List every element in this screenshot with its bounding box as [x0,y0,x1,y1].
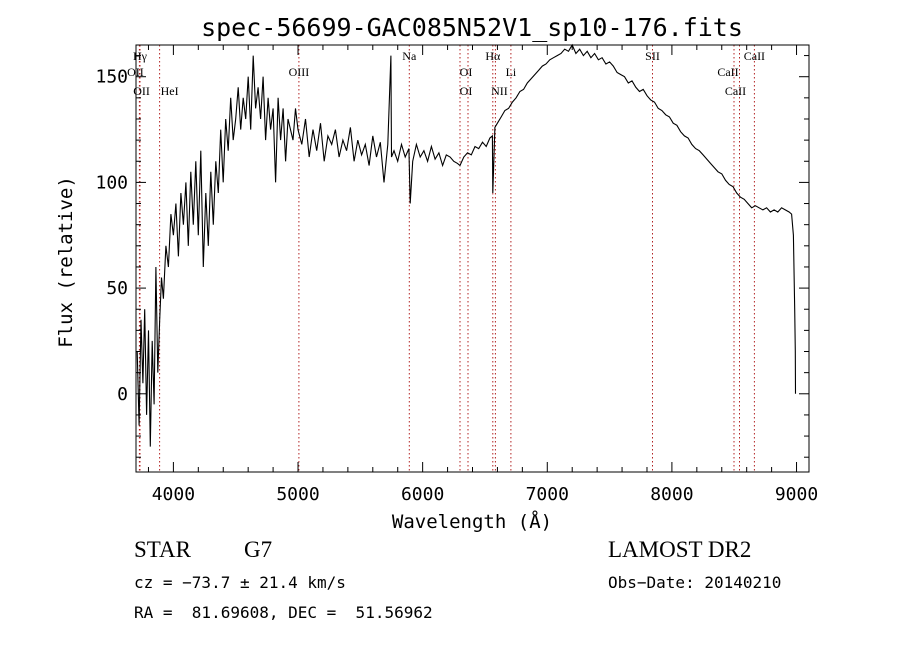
x-tick-label: 6000 [401,484,444,505]
x-axis-label: Wavelength (Å) [392,510,552,533]
line-label-oiii: OIII [289,65,310,79]
y-tick-label: 150 [95,67,128,88]
spectral-subclass: G7 [244,537,273,562]
line-label-oii: OII [127,65,144,79]
x-tick-label: 9000 [775,484,818,505]
line-label-oii: OII [133,84,150,98]
line-label-na: Na [402,49,417,63]
line-label-caii: CaII [725,84,746,98]
sky-coordinates: RA = 81.69608, DEC = 51.56962 [134,603,433,622]
spectrum-line [136,43,797,447]
y-axis-label: Flux (relative) [55,176,77,348]
line-label-li: Li [506,65,517,79]
x-tick-label: 8000 [650,484,693,505]
y-tick-label: 0 [117,384,128,405]
y-tick-label: 100 [95,172,128,193]
spectral-line-markers [138,45,755,472]
line-label-caii: CaII [744,49,765,63]
x-tick-label: 7000 [526,484,569,505]
y-tick-label: 50 [106,278,128,299]
x-tick-label: 4000 [152,484,195,505]
line-label-hei: HeI [161,84,179,98]
line-label-oi: OI [460,84,473,98]
object-class: STAR [134,537,191,562]
redshift-cz: cz = −73.7 ± 21.4 km/s [134,573,346,592]
line-label-nii: NII [491,84,508,98]
line-label-sii: SII [645,49,660,63]
chart-title: spec-56699-GAC085N52V1_sp10-176.fits [201,13,743,42]
observation-date: Obs−Date: 20140210 [608,573,782,592]
x-tick-label: 5000 [276,484,319,505]
y-axis: 0 50 100 150 [95,55,809,458]
survey-name: LAMOST DR2 [608,537,752,562]
line-label-caii: CaII [717,65,738,79]
line-label-oi: OI [460,65,473,79]
line-label-hα: Hα [485,49,501,63]
x-axis: 4000 5000 6000 7000 8000 9000 [147,45,818,505]
